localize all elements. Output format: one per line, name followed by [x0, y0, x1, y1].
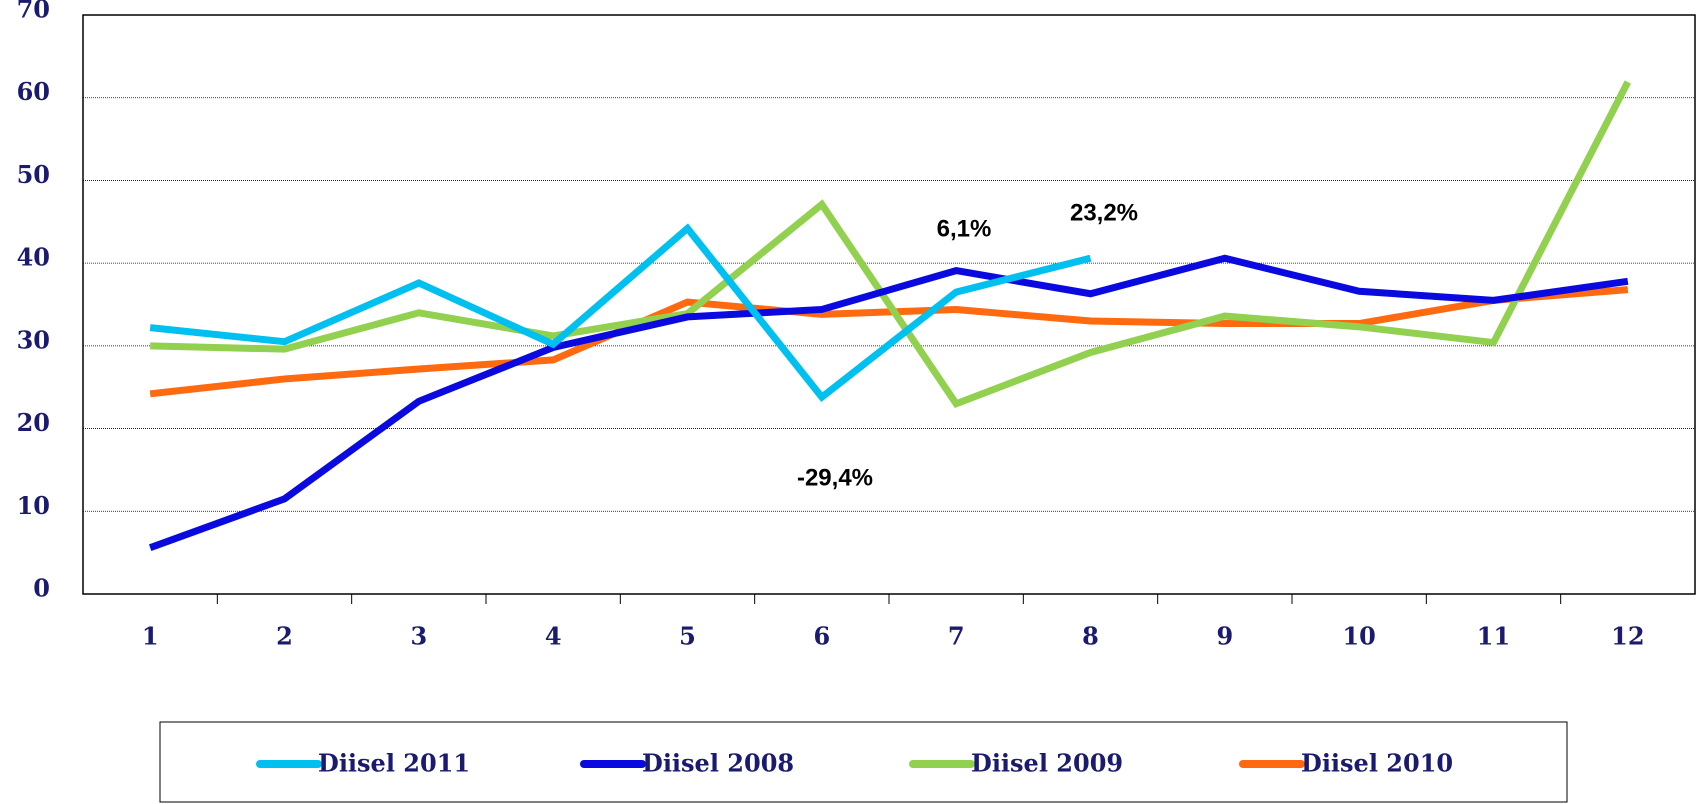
annotation: 23,2% — [1070, 199, 1138, 226]
legend-label: Diisel 2009 — [971, 749, 1123, 778]
series-line — [148, 254, 1629, 551]
x-tick-label: 8 — [1082, 622, 1099, 651]
y-tick-label: 30 — [17, 325, 50, 354]
y-tick-label: 60 — [17, 77, 50, 106]
series-line — [149, 286, 1629, 398]
y-tick-label: 10 — [17, 491, 50, 520]
x-tick-label: 11 — [1477, 622, 1510, 651]
x-tick-label: 12 — [1611, 622, 1644, 651]
annotation: -29,4% — [797, 464, 873, 491]
y-tick-label: 40 — [17, 243, 50, 272]
y-tick-label: 70 — [17, 0, 50, 24]
legend-label: Diisel 2011 — [318, 749, 470, 778]
series-line — [150, 80, 1631, 409]
x-tick-label: 7 — [948, 622, 965, 651]
series-line — [149, 223, 1092, 403]
x-tick-label: 4 — [545, 622, 562, 651]
x-tick-label: 10 — [1342, 622, 1375, 651]
x-tick-label: 3 — [410, 622, 427, 651]
legend-label: Diisel 2008 — [642, 749, 794, 778]
y-tick-label: 0 — [33, 574, 50, 603]
x-tick-label: 2 — [276, 622, 293, 651]
x-tick-label: 1 — [142, 622, 159, 651]
legend-box — [159, 721, 1568, 803]
legend-label: Diisel 2010 — [1301, 749, 1453, 778]
x-tick-label: 6 — [813, 622, 830, 651]
annotation: 6,1% — [937, 215, 992, 242]
y-tick-label: 20 — [17, 408, 50, 437]
x-tick-label: 9 — [1216, 622, 1233, 651]
y-tick-label: 50 — [17, 160, 50, 189]
x-tick-label: 5 — [679, 622, 696, 651]
